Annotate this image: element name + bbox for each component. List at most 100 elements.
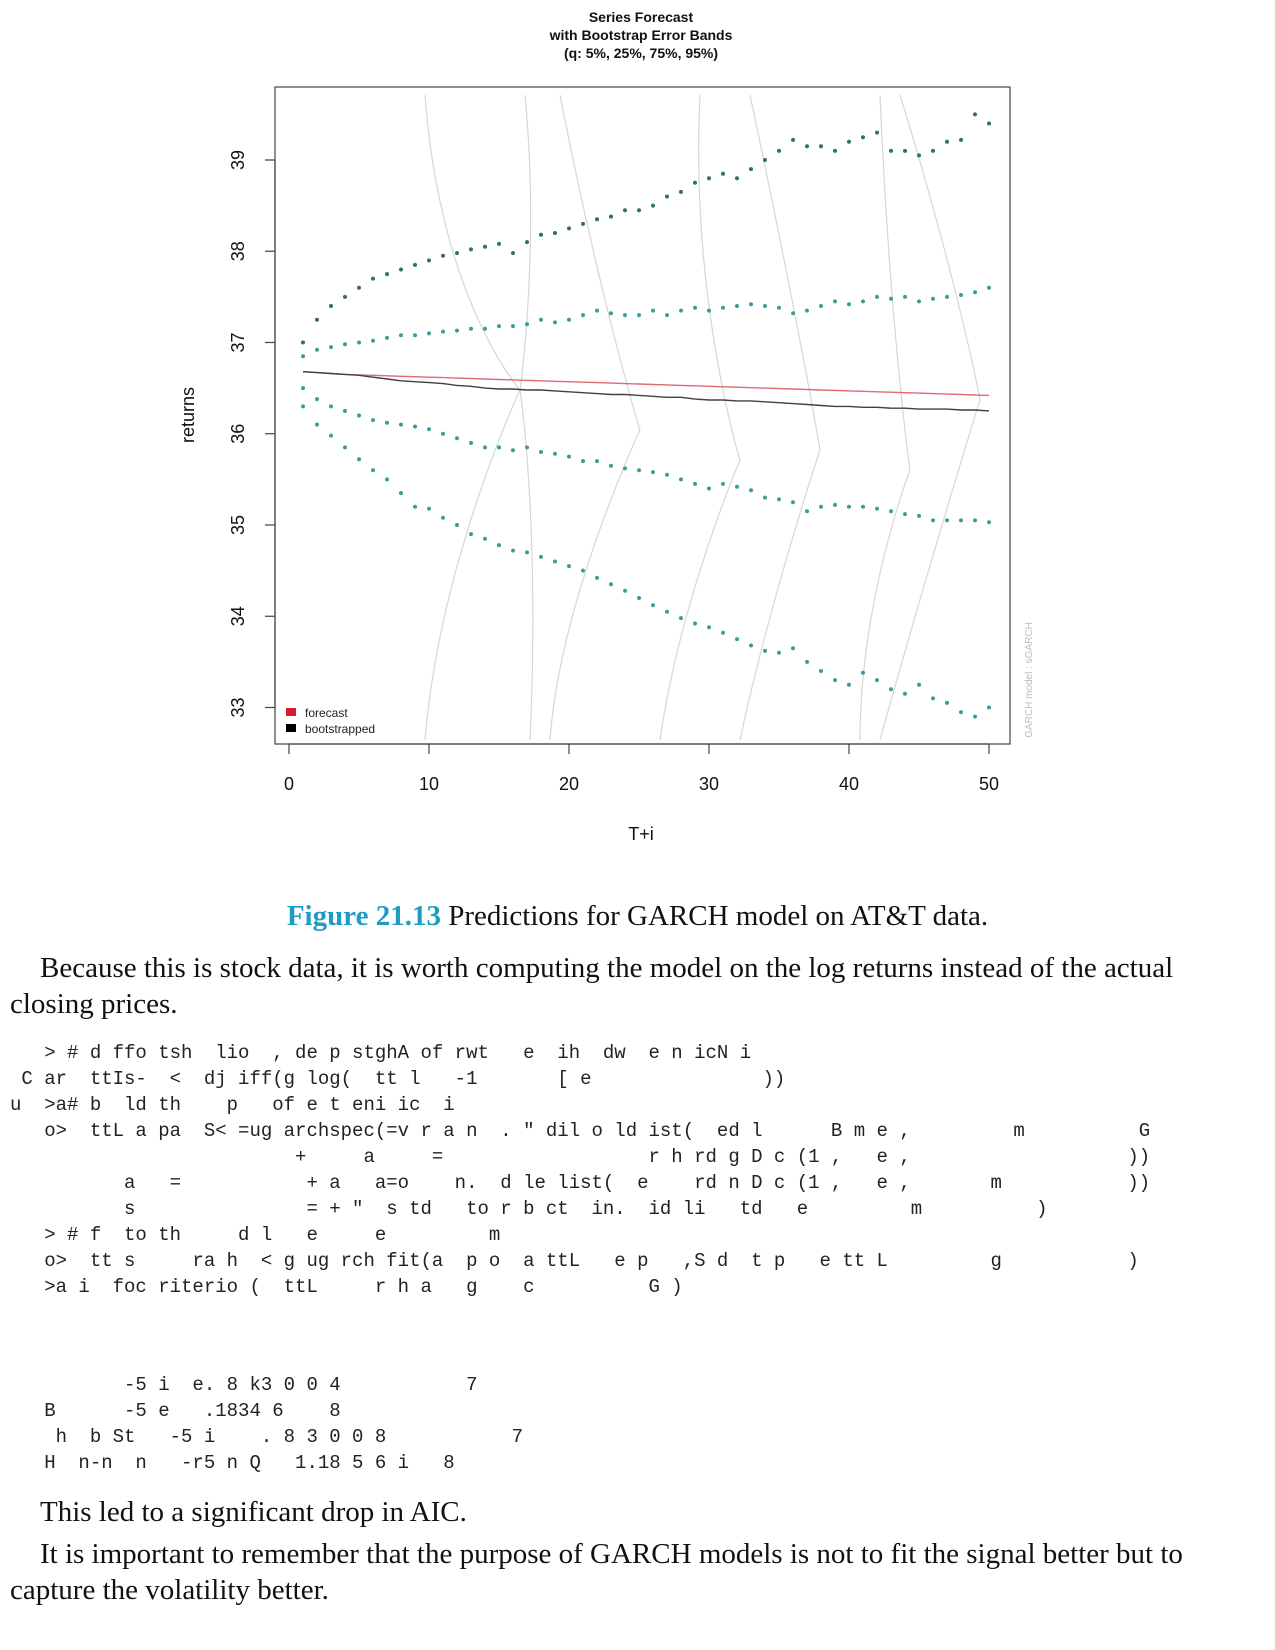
- point-q75: [777, 305, 781, 310]
- code-line: + a = r h rd g D c (1 , e , )): [10, 1146, 1151, 1168]
- point-q95: [875, 130, 879, 135]
- plot-frame: [274, 86, 1011, 745]
- point-q05: [427, 506, 431, 511]
- point-q75: [651, 308, 655, 313]
- legend-swatch: [286, 724, 296, 732]
- point-q75: [497, 324, 501, 329]
- point-q95: [413, 262, 417, 267]
- point-q25: [483, 445, 487, 450]
- point-q75: [721, 305, 725, 310]
- point-q05: [903, 691, 907, 696]
- point-q05: [329, 433, 333, 438]
- point-q75: [441, 329, 445, 334]
- point-q25: [553, 451, 557, 456]
- point-q95: [497, 241, 501, 246]
- code-line: o> tt s ra h < g ug rch fit(a p o a ttL …: [10, 1250, 1139, 1272]
- point-q05: [609, 582, 613, 587]
- point-q05: [973, 714, 977, 719]
- y-tick-label: 34: [228, 606, 248, 626]
- point-q05: [749, 643, 753, 648]
- point-q95: [721, 171, 725, 176]
- point-q25: [539, 450, 543, 454]
- point-q95: [833, 148, 837, 153]
- chart-svg: Series Forecast with Bootstrap Error Band…: [178, 9, 1035, 844]
- point-q75: [805, 308, 809, 313]
- point-q25: [735, 484, 739, 489]
- point-q25: [749, 488, 753, 493]
- code-line: u >a# b ld th p of e t eni ic i: [10, 1094, 455, 1116]
- point-q95: [959, 137, 963, 142]
- point-q25: [301, 386, 305, 391]
- point-q75: [665, 313, 669, 318]
- chart-watermark: GARCH model : sGARCH: [1024, 622, 1035, 738]
- point-q25: [777, 497, 781, 502]
- point-q95: [805, 144, 809, 149]
- point-q75: [861, 299, 865, 304]
- y-tick-label: 36: [228, 424, 248, 444]
- point-q75: [469, 326, 473, 331]
- point-q25: [357, 413, 361, 418]
- point-q25: [945, 518, 949, 523]
- point-q25: [847, 504, 851, 509]
- point-q95: [945, 139, 949, 144]
- figure-label: Figure 21.13: [286, 900, 441, 932]
- point-q75: [749, 302, 753, 307]
- point-q25: [707, 486, 711, 491]
- code-line: > # f to th d l e e m: [10, 1224, 501, 1246]
- point-q05: [819, 669, 823, 673]
- point-q95: [889, 148, 893, 153]
- density-curve: [519, 94, 534, 741]
- code-line: > # d ffo tsh lio , de p stghA of rwt e …: [10, 1042, 752, 1064]
- point-q75: [385, 335, 389, 340]
- point-q05: [805, 659, 809, 664]
- point-q75: [511, 324, 515, 329]
- point-q25: [623, 466, 627, 471]
- paragraph-aic-drop: This led to a significant drop in AIC.: [40, 1496, 467, 1528]
- output-line: h b St -5 i . 8 3 0 0 8 7: [10, 1426, 524, 1448]
- point-q95: [637, 208, 641, 213]
- point-q25: [637, 468, 641, 473]
- point-q75: [525, 322, 529, 327]
- point-q05: [567, 564, 571, 569]
- point-q75: [693, 305, 697, 310]
- output-block: -5 i e. 8 k3 0 0 4 7 B -5 e .1834 6 8 h …: [10, 1372, 1250, 1476]
- point-q95: [567, 226, 571, 231]
- point-q25: [931, 518, 935, 523]
- point-q05: [483, 536, 487, 541]
- code-block: > # d ffo tsh lio , de p stghA of rwt e …: [10, 1040, 1250, 1300]
- point-q95: [581, 221, 585, 226]
- point-q05: [581, 568, 585, 573]
- figure-caption: Figure 21.13 Predictions for GARCH model…: [0, 900, 1275, 933]
- point-q05: [847, 682, 851, 687]
- point-q25: [511, 448, 515, 453]
- point-q75: [595, 308, 599, 313]
- point-q75: [581, 313, 585, 318]
- point-q75: [301, 354, 305, 359]
- point-q95: [623, 208, 627, 213]
- x-tick-label: 0: [284, 774, 294, 794]
- point-q05: [315, 422, 319, 427]
- point-q05: [763, 648, 767, 653]
- point-q75: [539, 317, 543, 322]
- point-q25: [651, 470, 655, 475]
- point-q25: [497, 445, 501, 450]
- point-q75: [889, 296, 893, 301]
- point-q25: [917, 513, 921, 518]
- point-q95: [315, 317, 319, 322]
- point-q25: [889, 509, 893, 514]
- point-q75: [791, 311, 795, 316]
- point-q95: [791, 137, 795, 142]
- y-tick-label: 33: [228, 697, 248, 717]
- point-q75: [413, 333, 417, 338]
- point-q05: [525, 550, 529, 555]
- point-q25: [595, 459, 599, 464]
- point-q05: [371, 468, 375, 473]
- point-q25: [665, 472, 669, 477]
- point-q95: [371, 276, 375, 281]
- point-q25: [427, 427, 431, 432]
- code-line: s = + " s td to r b ct in. id li td e m …: [10, 1198, 1048, 1220]
- point-q05: [917, 682, 921, 687]
- point-q25: [581, 459, 585, 464]
- density-curve: [549, 94, 641, 741]
- chart-title-line: Series Forecast: [589, 9, 694, 25]
